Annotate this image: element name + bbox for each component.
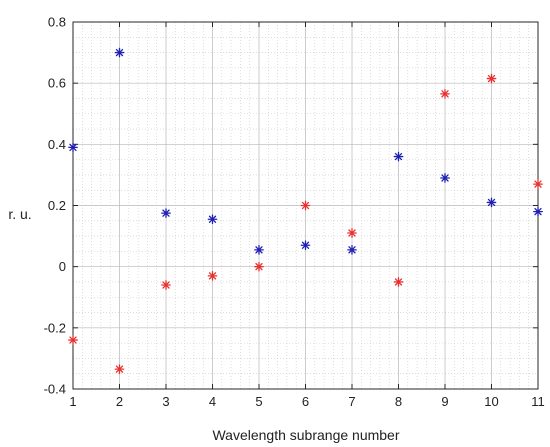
marker-stroke — [208, 215, 217, 223]
x-tick-label: 10 — [484, 394, 498, 409]
data-point — [207, 270, 218, 281]
marker-stroke — [301, 241, 310, 249]
x-tick-label: 7 — [348, 394, 355, 409]
marker-stroke — [301, 201, 310, 210]
marker-stroke — [394, 278, 403, 286]
x-tick-label: 6 — [302, 394, 309, 409]
y-tick-label: -0.4 — [44, 382, 66, 397]
data-point — [486, 73, 497, 84]
marker-stroke — [208, 272, 217, 280]
y-tick-label: 0.4 — [48, 137, 66, 152]
data-point — [440, 89, 450, 99]
y-axis-label: r. u. — [8, 206, 31, 222]
data-point — [114, 47, 125, 58]
x-tick-label: 4 — [209, 394, 216, 409]
data-point — [68, 335, 78, 345]
data-point — [114, 364, 125, 374]
x-tick-label: 5 — [255, 394, 262, 409]
major-grid — [73, 22, 538, 389]
marker-stroke — [534, 180, 542, 188]
y-tick-label: 0 — [59, 259, 66, 274]
data-point — [161, 280, 171, 290]
marker-stroke — [441, 90, 449, 98]
marker-stroke — [69, 336, 77, 344]
data-point — [254, 261, 264, 272]
data-point — [440, 173, 450, 183]
marker-stroke — [69, 143, 77, 152]
y-tick-label: 0.2 — [48, 198, 66, 213]
data-point — [300, 240, 311, 251]
marker-stroke — [487, 74, 496, 83]
data-point — [161, 208, 171, 218]
marker-stroke — [162, 281, 170, 289]
x-tick-label: 3 — [162, 394, 169, 409]
x-tick-label: 8 — [395, 394, 402, 409]
data-point — [347, 228, 357, 238]
x-tick-labels: 1 2 3 4 5 6 7 8 9 10 11 — [69, 394, 544, 409]
data-point — [68, 142, 78, 153]
data-point — [254, 244, 264, 255]
marker-stroke — [348, 246, 356, 254]
data-point — [393, 277, 404, 287]
marker-stroke — [255, 262, 263, 271]
x-tick-label: 2 — [116, 394, 123, 409]
data-point — [393, 151, 404, 162]
marker-stroke — [394, 152, 403, 161]
x-tick-label: 1 — [69, 394, 76, 409]
x-tick-label: 9 — [441, 394, 448, 409]
y-tick-label: -0.2 — [44, 320, 66, 335]
marker-stroke — [115, 48, 124, 57]
marker-stroke — [255, 246, 263, 254]
data-point — [533, 206, 543, 217]
axis-ticks — [72, 21, 539, 390]
y-tick-label: 0.6 — [48, 76, 66, 91]
y-tick-label: 0.8 — [48, 15, 66, 30]
y-tick-labels: -0.4 -0.2 0 0.2 0.4 0.6 0.8 — [44, 15, 66, 397]
marker-stroke — [348, 229, 356, 237]
marker-stroke — [441, 174, 449, 182]
x-tick-label: 11 — [531, 394, 545, 409]
data-point — [207, 214, 218, 225]
x-axis-label: Wavelength subrange number — [212, 427, 399, 443]
marker-stroke — [162, 209, 170, 217]
marker-stroke — [534, 207, 542, 216]
marker-stroke — [487, 198, 496, 207]
data-point — [533, 179, 543, 189]
data-point — [347, 244, 357, 255]
data-point — [300, 200, 311, 211]
data-point — [486, 197, 497, 208]
marker-stroke — [115, 365, 124, 373]
data-points — [68, 47, 543, 374]
